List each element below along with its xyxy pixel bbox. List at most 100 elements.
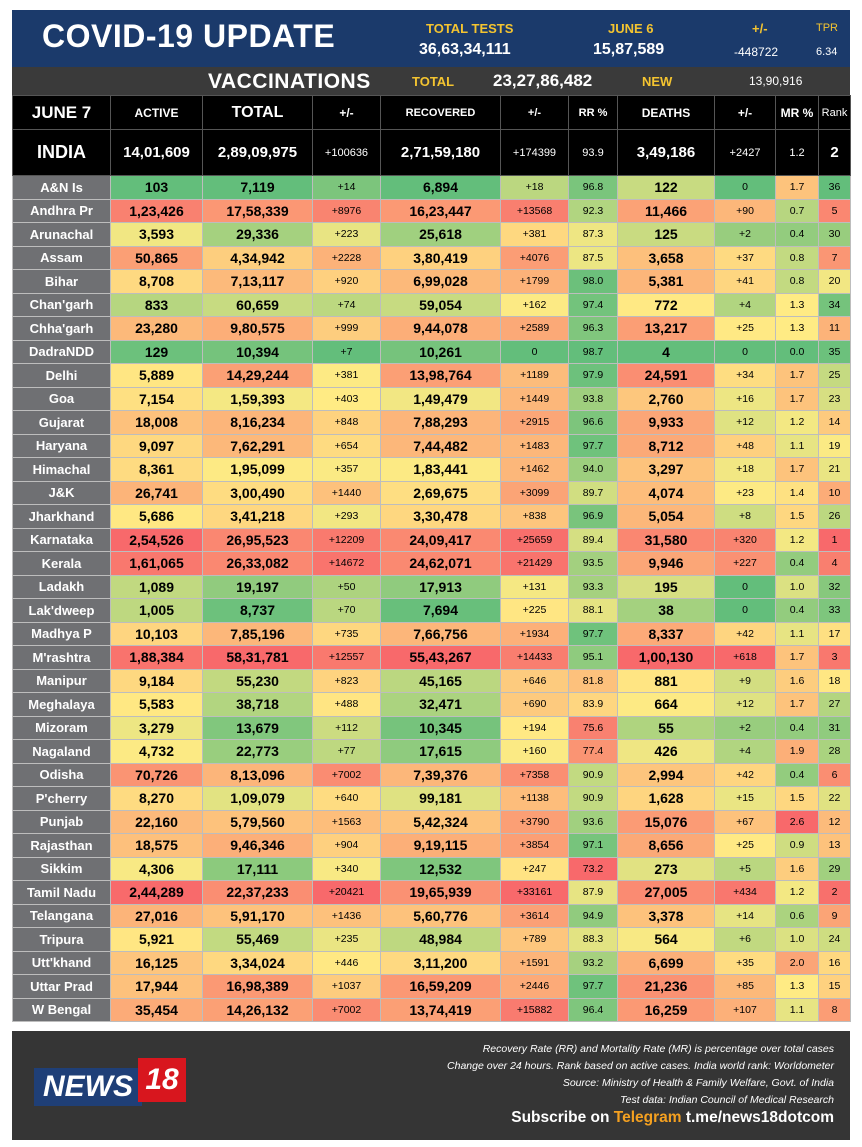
- cell-total: 1,59,393: [202, 386, 313, 411]
- cell-deaths-change: +18: [714, 457, 776, 482]
- cell-deaths: 3,378: [617, 903, 715, 928]
- cell-mr: 1.7: [775, 457, 819, 482]
- cell-rr: 73.2: [568, 856, 618, 881]
- cell-mr: 1.7: [775, 363, 819, 388]
- col-active: ACTIVE: [110, 95, 203, 130]
- cell-active: 103: [110, 175, 203, 200]
- state-name: Chan'garh: [12, 292, 111, 317]
- cell-rr: 96.8: [568, 175, 618, 200]
- cell-deaths: 1,628: [617, 786, 715, 811]
- telegram-label[interactable]: Telegram: [613, 1109, 682, 1126]
- cell-active: 18,575: [110, 833, 203, 858]
- cell-total-change: +14: [312, 175, 381, 200]
- cell-rr: 96.4: [568, 997, 618, 1022]
- cell-total: 26,95,523: [202, 527, 313, 552]
- cell-recovered: 7,44,482: [380, 433, 501, 458]
- table-row: W Bengal 35,454 14,26,132 +7002 13,74,419 +15…: [12, 997, 851, 1022]
- cell-rr: 93.6: [568, 809, 618, 834]
- cell-rank: 5: [818, 198, 851, 223]
- cell-mr: 1.3: [775, 974, 819, 999]
- vaccinations-total-value: 23,27,86,482: [493, 71, 593, 90]
- cell-active: 8,270: [110, 786, 203, 811]
- cell-rr: 97.9: [568, 363, 618, 388]
- cell-total-change: +823: [312, 668, 381, 693]
- cell-active: 8,361: [110, 457, 203, 482]
- cell-recovered-change: +3790: [500, 809, 569, 834]
- state-name: Mizoram: [12, 715, 111, 740]
- state-name: Nagaland: [12, 739, 111, 764]
- cell-mr: 1.9: [775, 739, 819, 764]
- cell-recovered: 9,19,115: [380, 833, 501, 858]
- cell-deaths-change: +4: [714, 739, 776, 764]
- cell-recovered: 25,618: [380, 222, 501, 247]
- cell-recovered-change: +1934: [500, 621, 569, 646]
- cell-total: 22,773: [202, 739, 313, 764]
- cell-deaths: 2,994: [617, 762, 715, 787]
- cell-mr: 1.7: [775, 175, 819, 200]
- table-row: Meghalaya 5,583 38,718 +488 32,471 +690 83.9 66…: [12, 692, 851, 717]
- cell-mr: 0.6: [775, 903, 819, 928]
- state-name: Himachal: [12, 457, 111, 482]
- cell-active: 2,54,526: [110, 527, 203, 552]
- cell-deaths: 881: [617, 668, 715, 693]
- cell-rank: 28: [818, 739, 851, 764]
- cell-deaths-change: +42: [714, 762, 776, 787]
- cell-deaths: 564: [617, 927, 715, 952]
- cell-deaths: 8,337: [617, 621, 715, 646]
- cell-rr: 97.4: [568, 292, 618, 317]
- cell-rank: 27: [818, 692, 851, 717]
- cell-recovered: 7,88,293: [380, 410, 501, 435]
- cell-deaths: 16,259: [617, 997, 715, 1022]
- cell-mr: 0.4: [775, 551, 819, 576]
- cell-deaths: 4: [617, 339, 715, 364]
- state-name: Goa: [12, 386, 111, 411]
- page-title: COVID-19 UPDATE: [42, 18, 336, 54]
- table-row: Lak'dweep 1,005 8,737 +70 7,694 +225 88.1 38 0 0.…: [12, 598, 851, 623]
- cell-total-change: +14672: [312, 551, 381, 576]
- cell-recovered: 10,261: [380, 339, 501, 364]
- table-row: Mizoram 3,279 13,679 +112 10,345 +194 75.6 55 +2…: [12, 715, 851, 740]
- cell-active: 3,279: [110, 715, 203, 740]
- cell-total: 60,659: [202, 292, 313, 317]
- cell-total: 29,336: [202, 222, 313, 247]
- cell-recovered-change: +1591: [500, 950, 569, 975]
- telegram-link[interactable]: t.me/news18dotcom: [685, 1109, 834, 1126]
- cell-total-change: +70: [312, 598, 381, 623]
- cell-deaths-change: +2: [714, 715, 776, 740]
- cell-rank: 7: [818, 245, 851, 270]
- india-total: 2,89,09,975: [202, 129, 313, 176]
- vaccinations-title: VACCINATIONS: [208, 70, 371, 93]
- cell-recovered: 10,345: [380, 715, 501, 740]
- cell-active: 1,089: [110, 574, 203, 599]
- cell-active: 833: [110, 292, 203, 317]
- subscribe-prefix: Subscribe on: [511, 1109, 610, 1126]
- cell-active: 5,889: [110, 363, 203, 388]
- cell-total: 5,79,560: [202, 809, 313, 834]
- cell-rr: 88.3: [568, 927, 618, 952]
- cell-recovered-change: +381: [500, 222, 569, 247]
- col-recovered: RECOVERED: [380, 95, 501, 130]
- cell-recovered: 55,43,267: [380, 645, 501, 670]
- cell-recovered: 59,054: [380, 292, 501, 317]
- subscribe-line[interactable]: Subscribe on Telegram t.me/news18dotcom: [511, 1109, 834, 1127]
- cell-total-change: +735: [312, 621, 381, 646]
- tests-change-label: +/-: [752, 21, 768, 36]
- cell-total: 58,31,781: [202, 645, 313, 670]
- state-name: Telangana: [12, 903, 111, 928]
- cell-recovered: 1,83,441: [380, 457, 501, 482]
- col-total: TOTAL: [202, 95, 313, 130]
- cell-recovered: 6,99,028: [380, 269, 501, 294]
- logo-news-text: NEWS: [34, 1068, 142, 1106]
- cell-deaths-change: +12: [714, 410, 776, 435]
- cell-deaths-change: +34: [714, 363, 776, 388]
- col-recovered-change: +/-: [500, 95, 569, 130]
- vaccinations-new-value: 13,90,916: [749, 74, 803, 88]
- cell-deaths: 3,297: [617, 457, 715, 482]
- cell-recovered: 7,694: [380, 598, 501, 623]
- cell-total-change: +904: [312, 833, 381, 858]
- cell-total-change: +223: [312, 222, 381, 247]
- col-mr: MR %: [775, 95, 819, 130]
- cell-active: 22,160: [110, 809, 203, 834]
- cell-total-change: +357: [312, 457, 381, 482]
- cell-active: 1,88,384: [110, 645, 203, 670]
